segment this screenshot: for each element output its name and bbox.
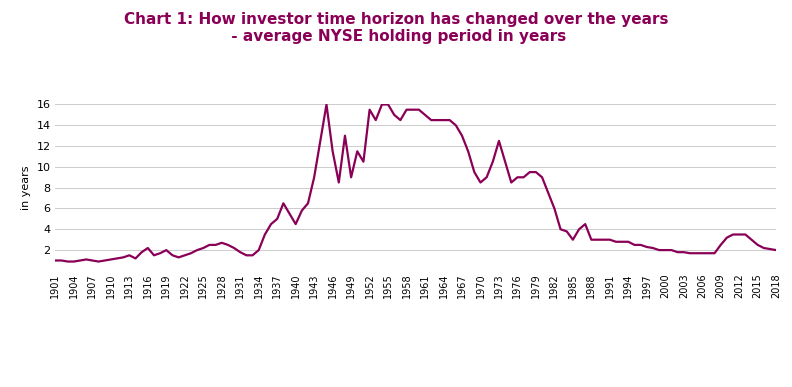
Y-axis label: in years: in years [21,166,31,210]
Text: Chart 1: How investor time horizon has changed over the years
 - average NYSE ho: Chart 1: How investor time horizon has c… [124,12,668,44]
